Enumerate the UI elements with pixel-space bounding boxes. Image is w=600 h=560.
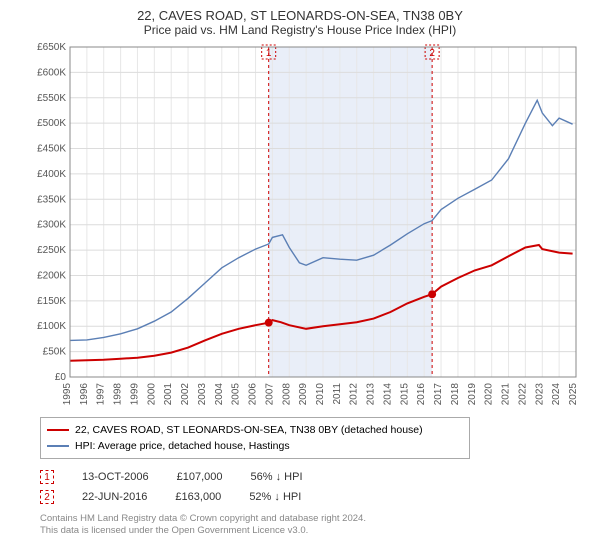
- svg-text:1998: 1998: [113, 383, 124, 406]
- svg-text:2008: 2008: [281, 383, 292, 406]
- svg-text:2021: 2021: [501, 383, 512, 406]
- svg-text:£400K: £400K: [37, 169, 66, 180]
- svg-text:2013: 2013: [366, 383, 377, 406]
- svg-text:2007: 2007: [264, 383, 275, 406]
- legend: 22, CAVES ROAD, ST LEONARDS-ON-SEA, TN38…: [40, 417, 470, 459]
- svg-text:2000: 2000: [146, 383, 157, 406]
- svg-text:£0: £0: [55, 372, 67, 383]
- svg-text:2009: 2009: [298, 383, 309, 406]
- svg-text:2002: 2002: [180, 383, 191, 406]
- svg-text:2001: 2001: [163, 383, 174, 406]
- svg-text:2017: 2017: [433, 383, 444, 406]
- svg-text:1996: 1996: [79, 383, 90, 406]
- svg-text:2022: 2022: [517, 383, 528, 406]
- svg-text:£300K: £300K: [37, 220, 66, 231]
- svg-text:1995: 1995: [62, 383, 73, 406]
- svg-text:2012: 2012: [349, 383, 360, 406]
- title-sub: Price paid vs. HM Land Registry's House …: [0, 23, 600, 37]
- legend-label: HPI: Average price, detached house, Hast…: [75, 440, 290, 452]
- legend-swatch: [47, 429, 69, 431]
- footer-line: Contains HM Land Registry data © Crown c…: [40, 513, 600, 525]
- marker-delta: 56% ↓ HPI: [251, 471, 303, 483]
- marker-price: £107,000: [177, 471, 223, 483]
- svg-text:1997: 1997: [96, 383, 107, 406]
- svg-text:2016: 2016: [416, 383, 427, 406]
- svg-text:2005: 2005: [231, 383, 242, 406]
- svg-text:2004: 2004: [214, 383, 225, 406]
- svg-text:£650K: £650K: [37, 42, 66, 53]
- svg-text:2024: 2024: [551, 383, 562, 406]
- svg-text:2018: 2018: [450, 383, 461, 406]
- svg-text:£100K: £100K: [37, 321, 66, 332]
- legend-row: 22, CAVES ROAD, ST LEONARDS-ON-SEA, TN38…: [47, 422, 463, 438]
- marker-row: 2 22-JUN-2016 £163,000 52% ↓ HPI: [40, 487, 600, 507]
- chart-svg: 1995 1996 1997 1998 1999 2000 2001 2002 2003 2004…: [28, 41, 588, 411]
- footer: Contains HM Land Registry data © Crown c…: [40, 513, 600, 537]
- svg-text:£600K: £600K: [37, 67, 66, 78]
- marker-badge: 2: [40, 490, 54, 504]
- marker-delta: 52% ↓ HPI: [249, 491, 301, 503]
- chart-area: 1995 1996 1997 1998 1999 2000 2001 2002 2003 2004…: [28, 41, 588, 411]
- marker-badge: 1: [40, 470, 54, 484]
- legend-swatch: [47, 445, 69, 446]
- svg-text:£450K: £450K: [37, 144, 66, 155]
- title-main: 22, CAVES ROAD, ST LEONARDS-ON-SEA, TN38…: [0, 8, 600, 23]
- legend-label: 22, CAVES ROAD, ST LEONARDS-ON-SEA, TN38…: [75, 424, 423, 436]
- marker-price: £163,000: [175, 491, 221, 503]
- marker-date: 22-JUN-2016: [82, 491, 147, 503]
- svg-text:£50K: £50K: [43, 347, 67, 358]
- svg-text:£500K: £500K: [37, 118, 66, 129]
- marker-row: 1 13-OCT-2006 £107,000 56% ↓ HPI: [40, 467, 600, 487]
- svg-text:2003: 2003: [197, 383, 208, 406]
- footer-line: This data is licensed under the Open Gov…: [40, 525, 600, 537]
- svg-text:2014: 2014: [382, 383, 393, 406]
- marker-date: 13-OCT-2006: [82, 471, 149, 483]
- svg-text:£550K: £550K: [37, 93, 66, 104]
- svg-text:£150K: £150K: [37, 296, 66, 307]
- svg-text:2006: 2006: [248, 383, 259, 406]
- sale-markers-table: 1 13-OCT-2006 £107,000 56% ↓ HPI 2 22-JU…: [40, 467, 600, 507]
- svg-text:1: 1: [266, 48, 272, 59]
- svg-text:2011: 2011: [332, 383, 343, 405]
- title-block: 22, CAVES ROAD, ST LEONARDS-ON-SEA, TN38…: [0, 0, 600, 41]
- svg-text:2: 2: [429, 48, 435, 59]
- chart-container: 22, CAVES ROAD, ST LEONARDS-ON-SEA, TN38…: [0, 0, 600, 560]
- svg-text:2023: 2023: [534, 383, 545, 406]
- legend-row: HPI: Average price, detached house, Hast…: [47, 438, 463, 454]
- svg-text:2010: 2010: [315, 383, 326, 406]
- svg-text:2020: 2020: [484, 383, 495, 406]
- svg-text:2025: 2025: [568, 383, 579, 406]
- svg-text:1999: 1999: [129, 383, 140, 406]
- svg-text:£350K: £350K: [37, 194, 66, 205]
- svg-text:£200K: £200K: [37, 270, 66, 281]
- svg-text:2015: 2015: [399, 383, 410, 406]
- svg-text:£250K: £250K: [37, 245, 66, 256]
- svg-text:2019: 2019: [467, 383, 478, 406]
